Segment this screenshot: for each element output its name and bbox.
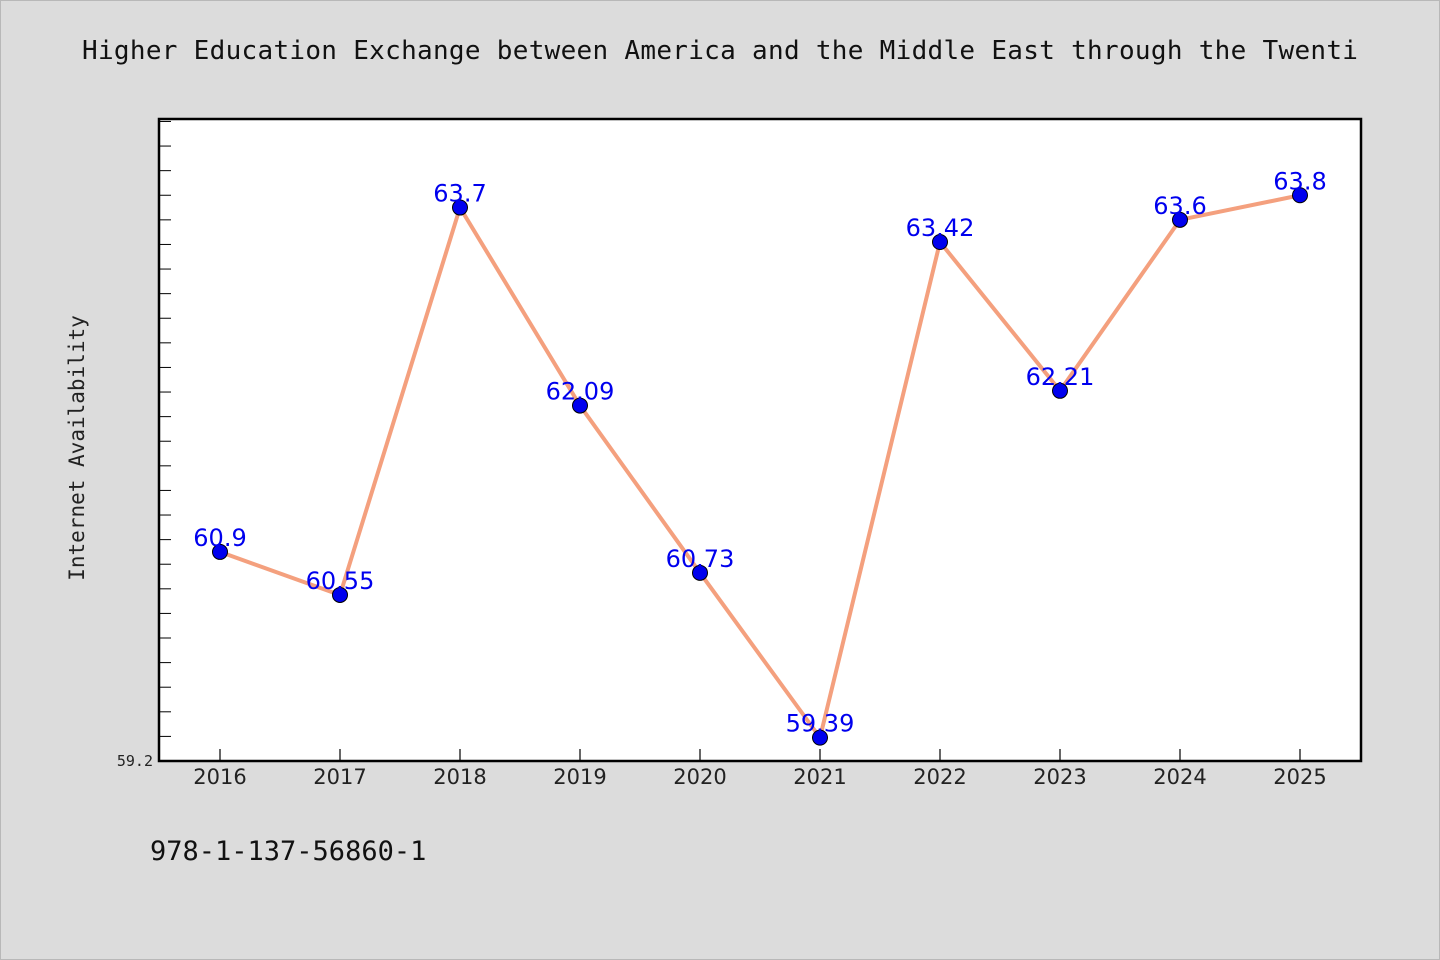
x-tick-label: 2017 [313, 765, 366, 789]
x-tick-label: 2019 [553, 765, 606, 789]
x-axis-ticks: 2016 2017 2018 2019 2020 2021 2022 2023 2024 2025 [193, 749, 1327, 789]
data-labels: 60.9 60.55 63.7 62.09 60.73 59.39 63.42 62.21 63… [193, 167, 1326, 737]
data-point [1292, 187, 1308, 204]
chart-title: Higher Education Exchange between Americ… [82, 36, 1358, 66]
data-label: 60.9 [193, 524, 246, 552]
data-label: 60.73 [666, 545, 735, 573]
x-tick-label: 2023 [1033, 765, 1086, 789]
data-point [812, 729, 828, 746]
x-tick-label: 2024 [1153, 765, 1206, 789]
data-label: 63.8 [1273, 167, 1326, 195]
data-point [1172, 211, 1188, 228]
data-point [692, 564, 708, 581]
data-point [452, 199, 468, 216]
x-tick-label: 2022 [913, 765, 966, 789]
data-point [572, 397, 588, 414]
x-tick-label: 2020 [673, 765, 726, 789]
data-label: 62.21 [1026, 363, 1095, 391]
data-label: 63.7 [433, 180, 486, 208]
data-markers [212, 187, 1308, 746]
series-lines [219, 193, 1301, 740]
data-point [932, 233, 948, 250]
data-label: 63.6 [1153, 192, 1206, 220]
data-point [212, 543, 228, 560]
isbn-code: 978-1-137-56860-1 [150, 836, 427, 867]
x-tick-label: 2021 [793, 765, 846, 789]
data-label: 62.09 [546, 378, 615, 406]
data-label: 59.39 [786, 710, 855, 738]
y-axis-ticks: 59.2 [117, 120, 171, 770]
data-point [332, 586, 348, 603]
data-label: 60.55 [306, 567, 375, 595]
x-tick-label: 2016 [193, 765, 246, 789]
x-tick-label: 2025 [1273, 765, 1326, 789]
data-label: 63.42 [906, 214, 975, 242]
y-tick-label: 59.2 [117, 752, 153, 770]
data-point [1052, 382, 1068, 399]
x-tick-label: 2018 [433, 765, 486, 789]
series-line [219, 193, 1301, 740]
